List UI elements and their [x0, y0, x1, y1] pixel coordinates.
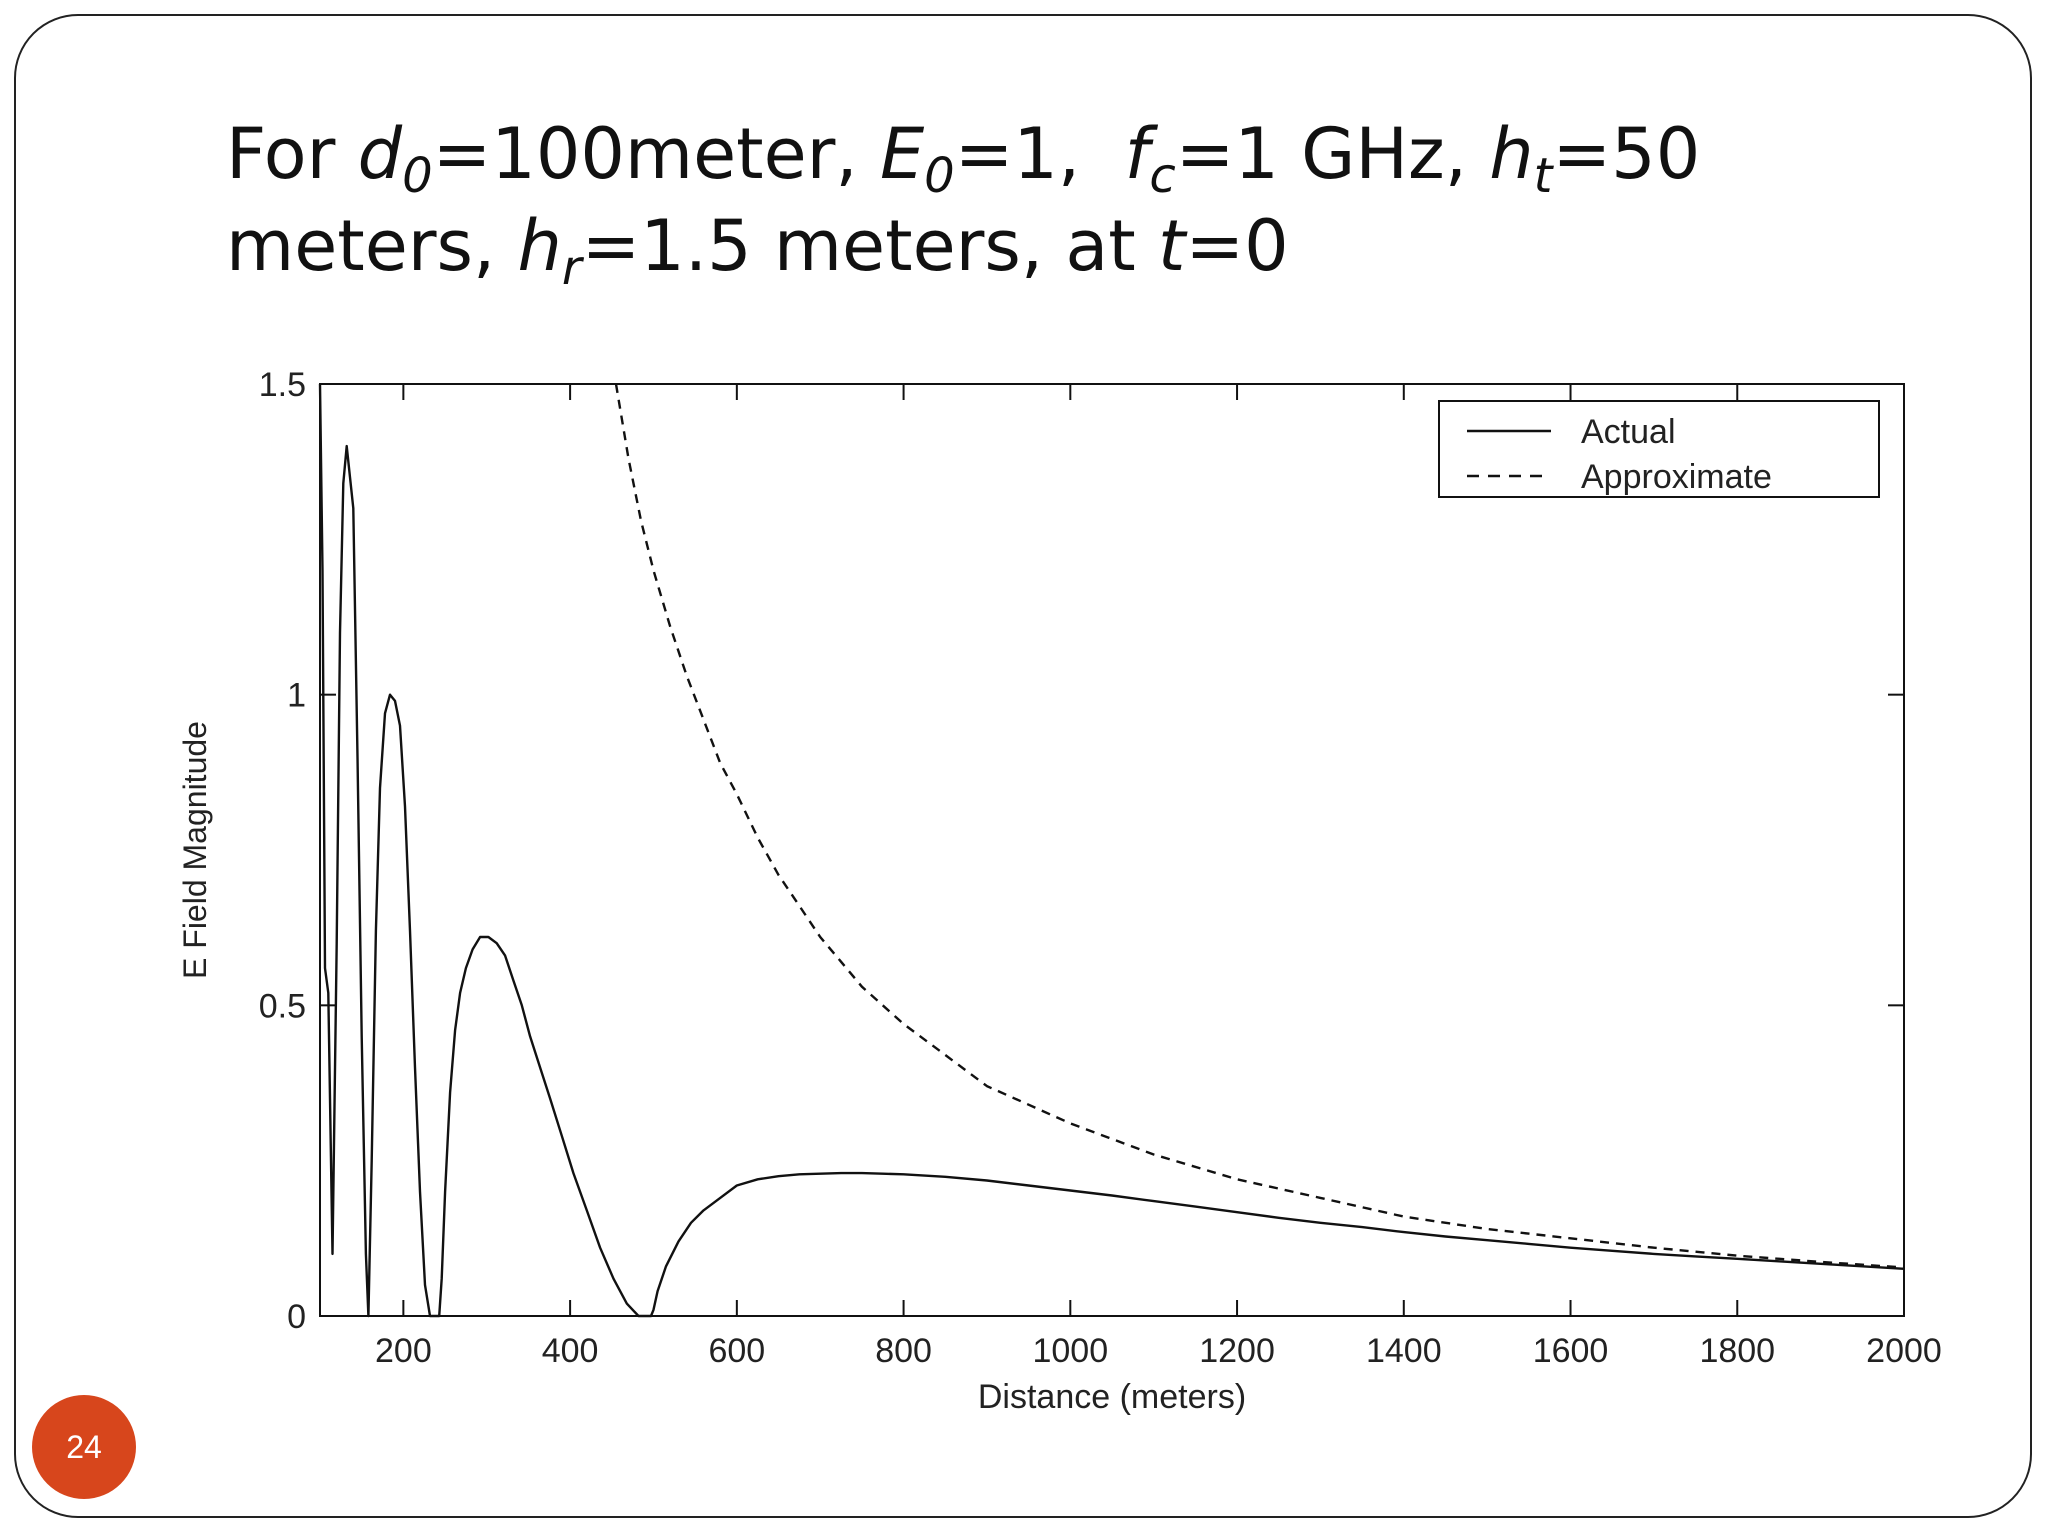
y-tick-label: 1.5	[259, 366, 306, 404]
title-var-e: E	[879, 113, 925, 195]
title-text: meters,	[226, 205, 518, 288]
slide-number-badge: 24	[32, 1395, 136, 1499]
series-line-actual	[318, 383, 1905, 1318]
legend-label-actual: Actual	[1581, 413, 1676, 451]
title-var-t: t	[1157, 205, 1186, 288]
title-text: =100meter,	[432, 113, 880, 195]
x-tick-label: 1600	[1533, 1332, 1609, 1370]
x-axis-label: Distance (meters)	[978, 1378, 1246, 1416]
x-tick-label: 400	[542, 1332, 599, 1370]
title-var-h: h	[517, 205, 562, 288]
y-tick-label: 0	[287, 1298, 306, 1336]
title-var-d: d	[357, 113, 403, 195]
title-var-f: f	[1124, 113, 1150, 195]
x-tick-label: 1400	[1366, 1332, 1442, 1370]
y-axis-label: E Field Magnitude	[177, 721, 213, 979]
chart-legend: Actual Approximate	[1438, 400, 1880, 498]
x-tick-label: 1000	[1032, 1332, 1108, 1370]
chart-series	[318, 383, 1905, 1318]
x-tick-label: 1200	[1199, 1332, 1275, 1370]
plot-area-frame	[319, 383, 1905, 1317]
slide-title: For d0=100meter, E0=1, fc=1 GHz, ht=50 m…	[226, 108, 1926, 293]
title-text: =1 GHz,	[1175, 113, 1490, 195]
x-tick-label: 2000	[1866, 1332, 1942, 1370]
legend-label-approximate: Approximate	[1581, 458, 1772, 496]
title-sub-r: r	[561, 240, 582, 297]
title-text: =1,	[954, 113, 1125, 195]
title-sub-t: t	[1533, 148, 1553, 204]
title-line-1: For d0=100meter, E0=1, fc=1 GHz, ht=50	[226, 108, 1926, 200]
title-var-h: h	[1489, 113, 1534, 195]
title-text: =1.5 meters, at	[581, 205, 1158, 288]
slide-frame	[14, 14, 2032, 1518]
title-text: =50	[1552, 113, 1701, 195]
x-tick-label: 1800	[1699, 1332, 1775, 1370]
title-line-2: meters, hr=1.5 meters, at t=0	[226, 200, 1926, 292]
x-tick-label: 800	[875, 1332, 932, 1370]
title-sub-0: 0	[402, 148, 433, 204]
title-text: =0	[1185, 205, 1289, 288]
title-sub-c: c	[1149, 148, 1176, 204]
series-line-approximate	[614, 383, 1905, 1269]
title-sub-0: 0	[924, 148, 955, 204]
slide-number: 24	[66, 1428, 102, 1465]
x-tick-label: 600	[708, 1332, 765, 1370]
x-tick-label: 200	[375, 1332, 432, 1370]
legend-box	[1438, 400, 1880, 498]
chart-axes: 200 400 600 800 1000 1200 1400 1600 1800 2000 0 0.5…	[177, 366, 1942, 1416]
title-text: For	[226, 113, 358, 195]
y-tick-label: 1	[287, 677, 306, 715]
y-tick-label: 0.5	[259, 987, 306, 1025]
